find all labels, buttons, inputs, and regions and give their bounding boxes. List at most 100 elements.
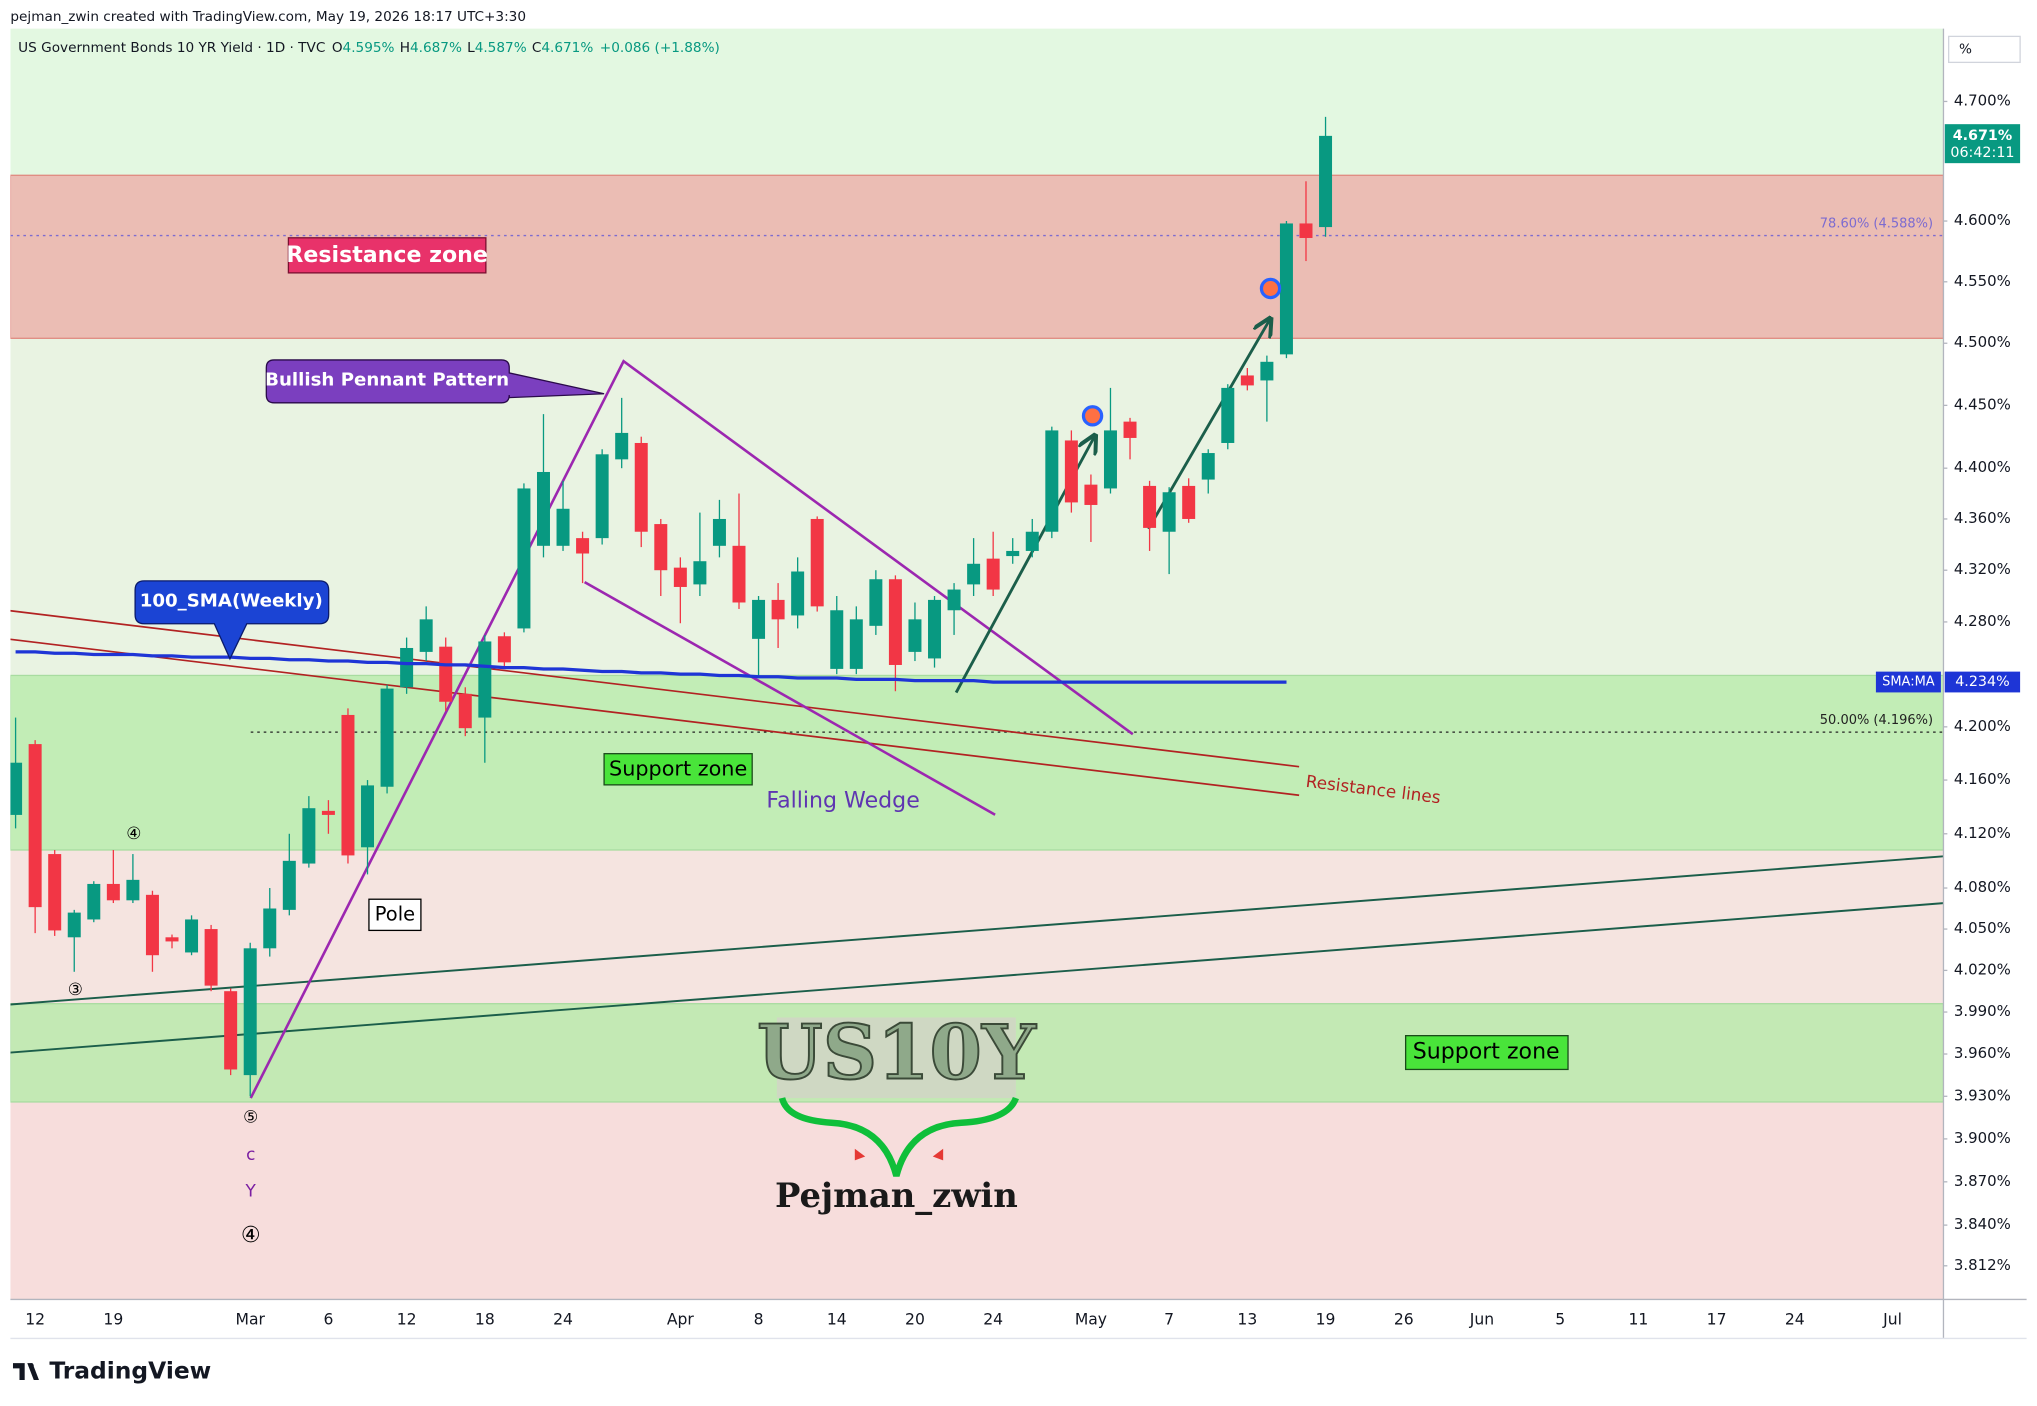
candle-body [1084,484,1098,505]
candle-body [263,908,277,949]
candle-body [204,929,218,986]
candle-body [595,454,609,539]
x-tick-label: Jul [1882,1311,1902,1329]
x-tick-label: Jun [1469,1311,1494,1329]
callout-label: Bullish Pennant Pattern [265,370,509,391]
x-tick-label: 24 [553,1311,573,1329]
price-tag-label: 4.671% [1953,128,2012,144]
candle-body [1103,430,1117,489]
drawings [10,318,1944,1099]
y-tick-label: 4.160% [1954,770,2011,788]
x-tick-label: 24 [1785,1311,1805,1329]
x-tick-label: 5 [1555,1311,1565,1329]
candle-body [1162,492,1176,532]
candle-body [986,558,1000,590]
candle-body [419,619,433,652]
zone-label: Resistance zone [286,243,487,268]
zone-label: Support zone [1413,1040,1560,1065]
pole-label: Pole [375,902,415,925]
x-tick-label: 19 [1316,1311,1336,1329]
candle-body [87,883,101,920]
footer-logo [28,1363,34,1369]
candle-body [615,432,629,460]
unit-box [1948,35,2021,64]
callout [134,580,330,661]
wedge-line [583,581,996,816]
y-tick-label: 3.960% [1954,1044,2011,1062]
label-box [287,237,487,274]
candle-body [654,524,668,571]
x-tick-label: 6 [323,1311,333,1329]
wave-label: ⑤ [243,1107,258,1127]
pennant-line [249,359,1134,1099]
x-tick-label: 7 [1164,1311,1174,1329]
candle-body [400,647,414,688]
sma-name: SMA:MA [1882,675,1935,690]
sma-tag [1944,671,2021,693]
callout [265,359,605,404]
x-tick-label: 12 [397,1311,417,1329]
countdown-label: 06:42:11 [1950,145,2014,161]
candle-body [145,894,159,956]
zone [9,674,1945,851]
candle-body [28,744,42,908]
ohlc-key: O [332,40,343,56]
left-strip [0,0,11,1339]
candle-body [1182,485,1196,519]
legend: US Government Bonds 10 YR Yield · 1D · T… [18,40,720,56]
sma-tag-label: 4.234% [1955,674,2009,690]
candle-body [536,471,550,546]
series [9,116,1333,1097]
logo-brace [778,1096,1019,1177]
y-tick-label: 3.840% [1954,1215,2011,1233]
y-tick-label: 4.200% [1954,717,2011,735]
candle-body [439,646,453,702]
candle-body [1045,430,1059,532]
x-tick-label: 17 [1707,1311,1727,1329]
candle-body [732,545,746,603]
pattern-label: Falling Wedge [766,789,919,814]
y-tick-label: 4.450% [1954,395,2011,413]
candle-body [1143,485,1157,528]
candle-body [1201,453,1215,480]
x-tick-label: Apr [667,1311,695,1329]
x-tick-label: 8 [754,1311,764,1329]
x-tick-label: 18 [475,1311,495,1329]
x-tick-label: Mar [236,1311,266,1329]
wave-label: ④ [241,1223,261,1248]
candle-body [48,854,62,931]
annotations: Resistance zone Support zone Support zon… [68,216,1933,1247]
candle-body [1221,387,1235,443]
label-box [368,898,422,932]
candle-body [752,599,766,639]
ohlc-value: 4.595% [343,40,395,56]
x-tick-label: 14 [827,1311,847,1329]
wave-label: ④ [126,823,141,843]
candle-body [673,567,687,587]
candle-body [1299,223,1313,238]
target-icon [1259,277,1282,300]
credit: pejman_zwin created with TradingView.com… [10,9,526,25]
candle-body [321,810,335,815]
fib-label: 50.00% (4.196%) [1820,713,1933,728]
candle-body [1025,531,1039,551]
candle-body [947,589,961,611]
resistance-line [10,638,1300,797]
y-tick-label: 3.900% [1954,1129,2011,1147]
candle-body [1260,361,1274,381]
x-tick-label: 20 [905,1311,925,1329]
candle-body [67,912,81,938]
candle-body [928,599,942,659]
time-axis [0,1299,2037,1406]
author-label: Pejman_zwin [775,1175,1018,1215]
candle-body [791,571,805,616]
candle-body [1123,421,1137,438]
symbol: US Government Bonds 10 YR Yield · 1D · T… [18,40,325,56]
candle-body [380,688,394,787]
fib-label: 78.60% (4.588%) [1820,216,1933,231]
trend-line [10,855,1944,1006]
y-tick-label: 4.080% [1954,878,2011,896]
trend-line [10,902,1944,1054]
